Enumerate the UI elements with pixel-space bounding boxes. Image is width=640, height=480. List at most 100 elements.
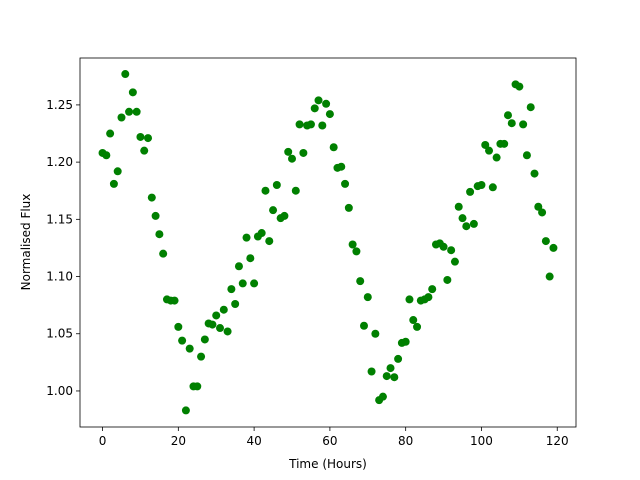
point — [545, 272, 554, 281]
point — [363, 293, 372, 302]
point — [212, 311, 221, 320]
point — [151, 211, 160, 220]
point — [128, 88, 137, 97]
point — [227, 285, 236, 294]
point — [185, 344, 194, 353]
point — [113, 167, 122, 176]
point — [428, 285, 437, 294]
point — [193, 382, 202, 391]
y-tick-label: 1.20 — [46, 155, 73, 169]
point — [526, 103, 535, 112]
point — [394, 354, 403, 363]
point — [462, 222, 471, 231]
plot-frame — [79, 57, 577, 428]
point — [200, 335, 209, 344]
point — [314, 96, 323, 105]
point — [488, 183, 497, 192]
point — [117, 113, 126, 122]
point — [325, 110, 334, 119]
point — [507, 119, 516, 128]
point — [481, 140, 490, 149]
point — [181, 406, 190, 415]
point — [197, 352, 206, 361]
point — [234, 262, 243, 271]
point — [454, 202, 463, 211]
point — [125, 107, 134, 116]
point — [390, 373, 399, 382]
point — [174, 322, 183, 331]
y-tick-label: 1.00 — [46, 384, 73, 398]
point — [522, 151, 531, 160]
point — [413, 322, 422, 331]
point — [549, 243, 558, 252]
point — [386, 364, 395, 373]
point — [257, 229, 266, 238]
point — [109, 179, 118, 188]
point — [242, 233, 251, 242]
x-tick-label: 40 — [246, 434, 261, 448]
point — [272, 181, 281, 190]
x-tick-label: 60 — [322, 434, 337, 448]
point — [299, 148, 308, 157]
y-tick-label: 1.15 — [46, 212, 73, 226]
y-tick-label: 1.05 — [46, 327, 73, 341]
x-tick-label: 20 — [171, 434, 186, 448]
point — [261, 186, 270, 195]
point — [288, 154, 297, 163]
point — [337, 162, 346, 171]
point — [155, 230, 164, 239]
point — [466, 187, 475, 196]
point — [170, 296, 179, 305]
point — [519, 120, 528, 129]
point — [295, 120, 304, 129]
point — [269, 206, 278, 215]
point — [246, 254, 255, 263]
point — [530, 169, 539, 178]
point — [341, 179, 350, 188]
point — [443, 275, 452, 284]
point — [208, 320, 217, 329]
point — [541, 237, 550, 246]
point — [132, 107, 141, 116]
point — [121, 70, 130, 79]
point — [310, 104, 319, 113]
point — [458, 214, 467, 223]
point — [231, 300, 240, 308]
point — [250, 279, 259, 288]
point — [348, 240, 357, 249]
point — [318, 121, 327, 130]
point — [291, 186, 300, 195]
point — [439, 242, 448, 251]
point — [102, 151, 111, 160]
point — [477, 181, 486, 190]
point — [280, 211, 289, 220]
point — [515, 82, 524, 91]
point — [382, 372, 391, 381]
point — [147, 193, 156, 202]
point — [469, 219, 478, 228]
point — [450, 257, 459, 266]
point — [538, 208, 547, 217]
point — [503, 111, 512, 120]
point — [216, 324, 225, 333]
point — [238, 279, 247, 288]
point — [405, 295, 414, 304]
x-tick-label: 80 — [398, 434, 413, 448]
point — [359, 321, 368, 330]
point — [378, 392, 387, 401]
point — [284, 147, 293, 156]
x-tick-label: 0 — [99, 434, 107, 448]
point — [371, 329, 380, 338]
point — [159, 249, 168, 258]
point — [352, 247, 361, 256]
point — [178, 336, 187, 345]
point — [322, 99, 331, 108]
y-tick-label: 1.10 — [46, 270, 73, 284]
point — [265, 237, 274, 246]
point — [485, 146, 494, 155]
point — [136, 132, 145, 141]
point — [424, 293, 433, 302]
point — [219, 305, 228, 314]
